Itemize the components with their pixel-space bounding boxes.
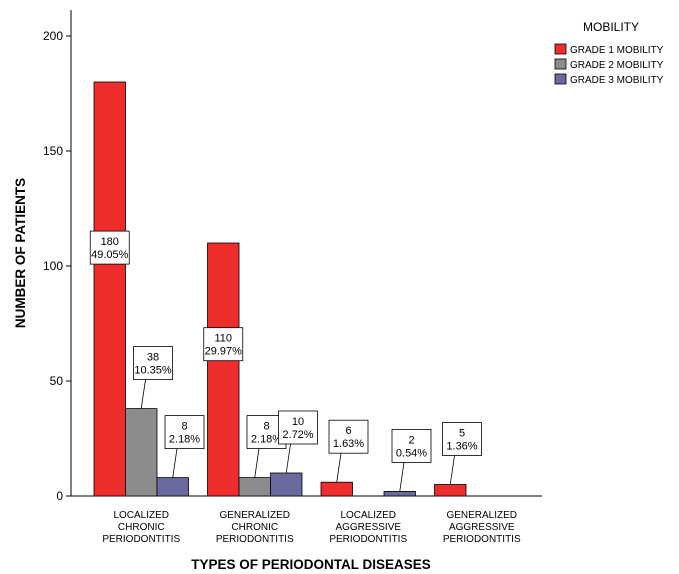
- data-label-percent: 2.18%: [251, 434, 282, 446]
- bar: [156, 477, 189, 497]
- x-axis-title: TYPES OF PERIODONTAL DISEASES: [191, 557, 431, 572]
- y-tick-label: 150: [43, 144, 63, 158]
- y-tick-label: 200: [43, 29, 63, 43]
- bar: [383, 490, 416, 497]
- x-category-label: LOCALIZED: [113, 510, 169, 521]
- data-label-count: 110: [214, 333, 232, 345]
- x-category-label: AGGRESSIVE: [449, 522, 515, 533]
- data-label-percent: 29.97%: [205, 346, 243, 358]
- data-label-count: 10: [292, 416, 304, 428]
- x-category-label: PERIODONTITIS: [102, 534, 180, 545]
- data-label-leader: [254, 448, 260, 478]
- legend-label: GRADE 1 MOBILITY: [570, 45, 664, 56]
- data-label-box: [164, 415, 205, 450]
- data-label-leader: [285, 443, 291, 474]
- x-category-label: CHRONIC: [231, 522, 278, 533]
- x-category-label: CHRONIC: [118, 522, 165, 533]
- y-tick-label: 0: [56, 489, 63, 503]
- data-label-percent: 10.35%: [134, 365, 172, 377]
- data-label-leader: [140, 379, 146, 409]
- bar: [238, 477, 271, 497]
- data-label-count: 5: [459, 428, 465, 440]
- data-label-count: 6: [345, 425, 351, 437]
- data-label-box: [133, 346, 173, 381]
- legend-swatch: [554, 43, 567, 55]
- data-label-leader: [399, 462, 405, 492]
- data-label-count: 8: [263, 421, 269, 433]
- y-tick-label: 50: [50, 374, 64, 388]
- bar: [93, 81, 126, 497]
- bar: [125, 408, 158, 497]
- legend-swatch: [554, 73, 567, 85]
- data-label-box: [278, 410, 318, 445]
- x-category-label: AGGRESSIVE: [335, 522, 401, 533]
- x-category-label: PERIODONTITIS: [329, 534, 407, 545]
- data-label-percent: 0.54%: [396, 447, 427, 459]
- data-label-percent: 2.72%: [282, 429, 313, 441]
- data-label-percent: 49.05%: [91, 249, 129, 261]
- bar: [434, 484, 467, 497]
- y-axis-title: NUMBER OF PATIENTS: [13, 178, 28, 328]
- y-tick-label: 100: [43, 259, 63, 273]
- x-category-label: PERIODONTITIS: [216, 534, 294, 545]
- data-label-count: 2: [408, 434, 414, 446]
- x-category-label: LOCALIZED: [340, 510, 396, 521]
- data-label-leader: [449, 455, 455, 485]
- data-label-box: [328, 419, 369, 454]
- bar: [320, 481, 353, 497]
- data-label-leader: [172, 448, 178, 478]
- data-label-percent: 2.18%: [169, 434, 200, 446]
- legend-label: GRADE 2 MOBILITY: [570, 60, 664, 71]
- data-label-box: [89, 230, 130, 265]
- data-label-leader: [336, 453, 342, 483]
- data-label-percent: 1.63%: [333, 438, 364, 450]
- bar: [207, 242, 240, 497]
- data-label-count: 8: [181, 421, 187, 433]
- data-label-box: [391, 428, 432, 463]
- bar: [270, 472, 303, 497]
- data-label-percent: 1.36%: [446, 441, 477, 453]
- x-category-label: GENERALIZED: [219, 510, 290, 521]
- data-label-count: 180: [101, 236, 119, 248]
- x-category-label: GENERALIZED: [446, 510, 517, 521]
- data-label-count: 38: [147, 352, 159, 364]
- x-category-label: PERIODONTITIS: [443, 534, 521, 545]
- legend-title: MOBILITY: [583, 20, 639, 34]
- legend-swatch: [554, 58, 567, 70]
- legend-label: GRADE 3 MOBILITY: [570, 75, 664, 86]
- data-label-box: [203, 327, 244, 362]
- data-label-box: [442, 422, 482, 456]
